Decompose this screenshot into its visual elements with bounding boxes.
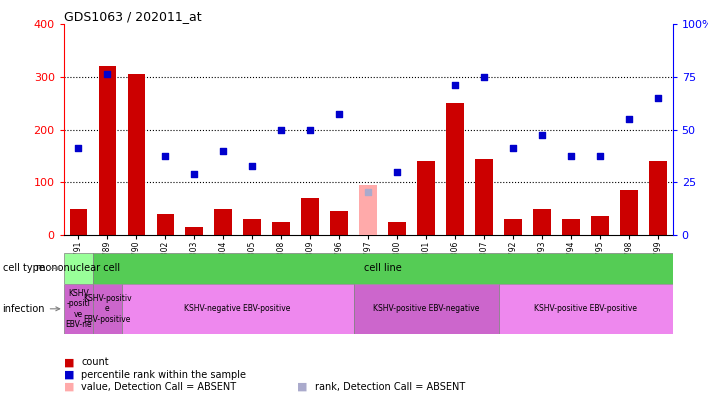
- Bar: [562, 219, 580, 235]
- Point: [624, 116, 635, 122]
- Bar: [64, 253, 93, 284]
- Bar: [476, 159, 493, 235]
- Bar: [620, 190, 638, 235]
- Text: value, Detection Call = ABSENT: value, Detection Call = ABSENT: [81, 382, 236, 392]
- Bar: [122, 284, 354, 334]
- Bar: [69, 209, 87, 235]
- Bar: [185, 227, 203, 235]
- Point: [362, 188, 374, 195]
- Point: [188, 171, 200, 178]
- Point: [159, 153, 171, 159]
- Point: [392, 168, 403, 175]
- Point: [508, 145, 519, 151]
- Bar: [156, 214, 174, 235]
- Text: cell line: cell line: [364, 263, 401, 273]
- Text: mononuclear cell: mononuclear cell: [36, 263, 120, 273]
- Point: [101, 71, 113, 78]
- Text: ■: ■: [64, 382, 74, 392]
- Bar: [498, 284, 673, 334]
- Point: [595, 153, 606, 159]
- Bar: [360, 185, 377, 235]
- Point: [566, 153, 577, 159]
- Bar: [64, 284, 93, 334]
- Text: KSHV
-positi
ve
EBV-ne: KSHV -positi ve EBV-ne: [65, 289, 91, 329]
- Text: percentile rank within the sample: percentile rank within the sample: [81, 370, 246, 379]
- Text: KSHV-positiv
e
EBV-positive: KSHV-positiv e EBV-positive: [83, 294, 132, 324]
- Bar: [354, 284, 498, 334]
- Bar: [302, 198, 319, 235]
- Text: ■: ■: [297, 382, 308, 392]
- Text: rank, Detection Call = ABSENT: rank, Detection Call = ABSENT: [315, 382, 465, 392]
- Bar: [98, 66, 116, 235]
- Bar: [591, 216, 609, 235]
- Bar: [504, 219, 522, 235]
- Bar: [127, 75, 145, 235]
- Text: GDS1063 / 202011_at: GDS1063 / 202011_at: [64, 10, 201, 23]
- Bar: [533, 209, 551, 235]
- Bar: [447, 103, 464, 235]
- Text: count: count: [81, 358, 109, 367]
- Point: [217, 147, 229, 154]
- Point: [479, 74, 490, 80]
- Point: [246, 163, 258, 170]
- Point: [653, 95, 664, 101]
- Bar: [331, 211, 348, 235]
- Point: [72, 145, 84, 151]
- Bar: [244, 219, 261, 235]
- Bar: [389, 222, 406, 235]
- Bar: [93, 284, 122, 334]
- Point: [275, 126, 287, 133]
- Bar: [215, 209, 232, 235]
- Text: ■: ■: [64, 358, 74, 367]
- Text: ■: ■: [64, 370, 74, 379]
- Text: KSHV-positive EBV-negative: KSHV-positive EBV-negative: [373, 304, 479, 313]
- Point: [450, 82, 461, 88]
- Text: KSHV-positive EBV-positive: KSHV-positive EBV-positive: [534, 304, 637, 313]
- Text: cell type: cell type: [3, 263, 59, 273]
- Bar: [418, 161, 435, 235]
- Text: infection: infection: [2, 304, 59, 314]
- Bar: [649, 161, 667, 235]
- Bar: [273, 222, 290, 235]
- Text: KSHV-negative EBV-positive: KSHV-negative EBV-positive: [185, 304, 291, 313]
- Point: [333, 111, 345, 117]
- Point: [537, 132, 548, 138]
- Point: [304, 126, 316, 133]
- Bar: [360, 185, 377, 235]
